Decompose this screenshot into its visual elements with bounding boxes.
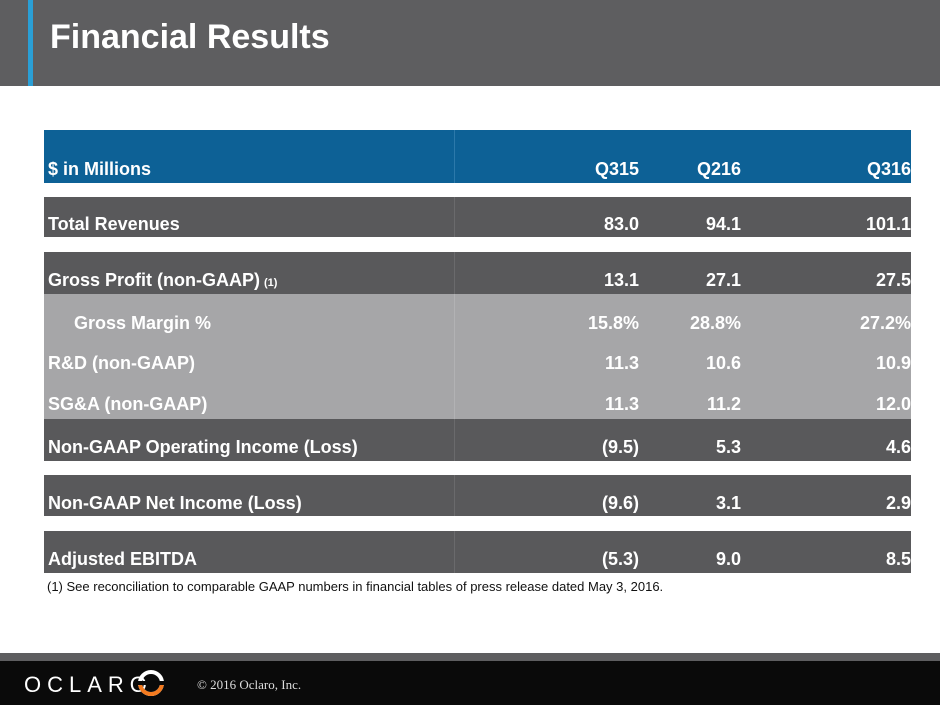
table-row: Non-GAAP Net Income (Loss) (9.6) 3.1 2.9 — [44, 475, 911, 516]
row-value-q315: (5.3) — [601, 549, 639, 569]
slide-footer: OCLARO © 2016 Oclaro, Inc. — [0, 661, 940, 705]
row-value-q216: 9.0 — [715, 549, 741, 569]
row-label: Gross Margin % — [74, 313, 212, 333]
row-label: Gross Profit (non-GAAP) (1) — [48, 270, 278, 290]
row-label: Total Revenues — [48, 214, 180, 234]
row-value-q315: (9.6) — [601, 493, 639, 513]
header-accent-bar — [28, 0, 33, 86]
row-value-q216: 3.1 — [715, 493, 741, 513]
row-value-q315: 11.3 — [604, 353, 639, 373]
row-value-q316: 27.5 — [875, 270, 911, 290]
row-value-q315: 83.0 — [603, 214, 639, 234]
row-value-q216: 10.6 — [705, 353, 741, 373]
column-divider — [454, 252, 455, 294]
slide-header: Financial Results — [0, 0, 940, 86]
column-divider — [454, 531, 455, 573]
table-row: Total Revenues 83.0 94.1 101.1 — [44, 197, 911, 237]
column-header-q216: Q216 — [696, 159, 741, 179]
table-row: Non-GAAP Operating Income (Loss) (9.5) 5… — [44, 419, 911, 461]
footer-band — [0, 653, 940, 661]
row-value-q316: 2.9 — [885, 493, 911, 513]
row-value-q315: 15.8% — [587, 313, 639, 333]
row-value-q315: (9.5) — [601, 437, 639, 457]
column-divider — [454, 294, 455, 419]
column-divider — [454, 419, 455, 461]
footnote-marker: (1) — [264, 277, 278, 289]
row-label: Adjusted EBITDA — [48, 549, 198, 569]
column-divider — [454, 130, 455, 183]
row-value-q316: 8.5 — [885, 549, 911, 569]
table-row: Gross Profit (non-GAAP) (1) 13.1 27.1 27.… — [44, 252, 911, 294]
row-value-q216: 11.2 — [706, 394, 741, 414]
row-value-q316: 4.6 — [885, 437, 911, 457]
copyright-text: © 2016 Oclaro, Inc. — [197, 677, 302, 692]
row-label: Non-GAAP Operating Income (Loss) — [48, 437, 358, 457]
row-value-q216: 28.8% — [689, 313, 741, 333]
table-row: Gross Margin % 15.8% 28.8% 27.2% R&D (no… — [44, 294, 911, 419]
table-row: Adjusted EBITDA (5.3) 9.0 8.5 — [44, 531, 911, 573]
row-value-q216: 27.1 — [705, 270, 741, 290]
column-divider — [454, 197, 455, 237]
slide-title: Financial Results — [50, 18, 330, 56]
row-value-q216: 94.1 — [705, 214, 741, 234]
table-header-label: $ in Millions — [48, 159, 152, 179]
oclaro-logo-text: OCLARO — [24, 672, 153, 697]
row-value-q315: 13.1 — [603, 270, 639, 290]
row-value-q316: 27.2% — [859, 313, 911, 333]
row-value-q316: 10.9 — [875, 353, 911, 373]
column-divider — [454, 475, 455, 516]
row-value-q316: 12.0 — [875, 394, 911, 414]
row-label: R&D (non-GAAP) — [48, 353, 195, 373]
column-header-q315: Q315 — [594, 159, 639, 179]
column-header-q316: Q316 — [866, 159, 911, 179]
oclaro-logo-icon — [138, 670, 164, 696]
row-label: SG&A (non-GAAP) — [48, 394, 208, 414]
footnote-text: (1) See reconciliation to comparable GAA… — [47, 579, 664, 594]
row-value-q216: 5.3 — [715, 437, 741, 457]
row-label: Non-GAAP Net Income (Loss) — [48, 493, 302, 513]
row-value-q316: 101.1 — [865, 214, 911, 234]
table-header-row: $ in Millions Q315 Q216 Q316 — [44, 130, 911, 183]
row-value-q315: 11.3 — [604, 394, 639, 414]
